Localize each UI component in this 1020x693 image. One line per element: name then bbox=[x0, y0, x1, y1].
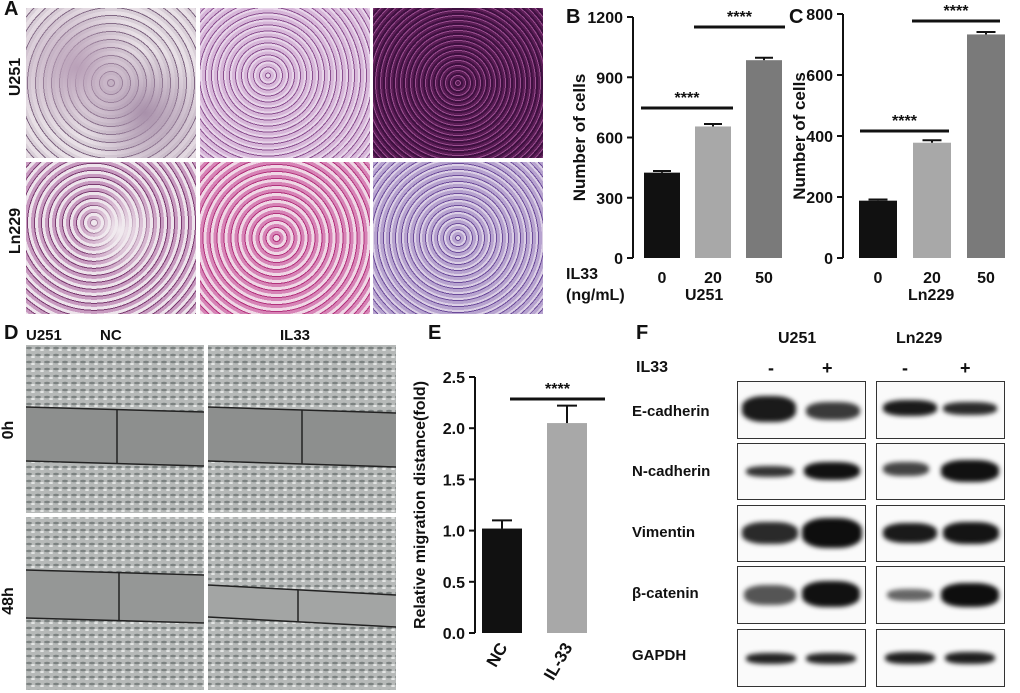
x-tick-label: 0 bbox=[658, 270, 667, 287]
western-cell-line-u251: U251 bbox=[778, 330, 817, 347]
x-tick-label: 0 bbox=[874, 270, 883, 287]
y-tick-label: 0.0 bbox=[443, 626, 465, 643]
protein-label-vimentin: Vimentin bbox=[632, 524, 696, 541]
blot-u251-beta-catenin bbox=[737, 566, 866, 624]
x-tick-label: 50 bbox=[755, 270, 773, 287]
y-tick-label: 1.0 bbox=[443, 524, 465, 541]
blot-ln229-beta-catenin bbox=[876, 566, 1005, 624]
y-axis-label: Number of cells bbox=[570, 74, 589, 202]
blot-ln229-e-cadherin bbox=[876, 381, 1005, 439]
micrograph-ln229-0 bbox=[26, 162, 196, 314]
cell-line-label-b: U251 bbox=[685, 287, 724, 304]
panel-b-label: B bbox=[566, 6, 581, 28]
blot-ln229-vimentin bbox=[876, 505, 1005, 562]
panel-c-label: C bbox=[789, 6, 804, 28]
scratch-nc-0h bbox=[26, 345, 205, 513]
blot-ln229-gapdh bbox=[876, 629, 1005, 687]
y-tick-label: 600 bbox=[596, 131, 623, 148]
col-label-il33: IL33 bbox=[280, 327, 311, 344]
sign-u251-minus: - bbox=[768, 358, 774, 378]
micrograph-ln229-20 bbox=[200, 162, 370, 314]
blot-u251-vimentin bbox=[737, 505, 866, 562]
y-tick-label: 0 bbox=[824, 251, 833, 268]
protein-label-n-cadherin: N-cadherin bbox=[632, 463, 711, 480]
bar-20 bbox=[695, 126, 731, 259]
row-label-48h: 48h bbox=[0, 587, 17, 615]
y-tick-label: 0.5 bbox=[443, 575, 465, 592]
row-label-ln229: Ln229 bbox=[7, 207, 24, 255]
chart-b: 0 300 600 900 1200 Number of cells 0 20 50 **** **… bbox=[570, 9, 785, 287]
western-treatment-label: IL33 bbox=[636, 359, 669, 376]
protein-label-beta-catenin: β-catenin bbox=[632, 585, 699, 602]
x-tick-label: 20 bbox=[704, 270, 722, 287]
chart-e: 0.0 0.5 1.0 1.5 2.0 2.5 Relative migration dis… bbox=[412, 370, 605, 684]
micrograph-u251-50 bbox=[373, 8, 543, 158]
y-tick-label: 800 bbox=[806, 7, 833, 24]
y-tick-label: 300 bbox=[596, 191, 623, 208]
significance-stars: **** bbox=[675, 90, 701, 107]
y-tick-label: 1.5 bbox=[443, 472, 465, 489]
bar-0 bbox=[859, 200, 897, 258]
col-label-nc: NC bbox=[100, 327, 122, 344]
blot-u251-n-cadherin bbox=[737, 443, 866, 500]
y-tick-label: 1200 bbox=[587, 10, 623, 27]
x-tick-label: IL-33 bbox=[540, 640, 576, 684]
panel-d-label: D bbox=[4, 322, 19, 344]
significance-stars: **** bbox=[727, 9, 753, 26]
bar-50 bbox=[967, 34, 1005, 259]
protein-label-e-cadherin: E-cadherin bbox=[632, 403, 710, 420]
sign-u251-plus: + bbox=[822, 358, 833, 378]
protein-label-gapdh: GAPDH bbox=[632, 647, 687, 664]
row-label-0h: 0h bbox=[0, 420, 17, 440]
micrograph-ln229-50 bbox=[373, 162, 543, 314]
bar-NC bbox=[482, 528, 522, 633]
scratch-assay-images bbox=[26, 345, 396, 690]
bar-50 bbox=[746, 60, 782, 258]
scratch-nc-48h bbox=[26, 517, 205, 690]
panel-d-cell-line: U251 bbox=[26, 327, 62, 344]
y-tick-label: 400 bbox=[806, 129, 833, 146]
chart-c: 0 200 400 600 800 Number of cells 0 20 50 **** ***… bbox=[790, 3, 1005, 287]
western-cell-line-ln229: Ln229 bbox=[896, 330, 943, 347]
x-tick-label: NC bbox=[483, 640, 512, 671]
panel-e-label: E bbox=[428, 322, 442, 344]
y-tick-label: 2.0 bbox=[443, 421, 465, 438]
y-tick-label: 200 bbox=[806, 190, 833, 207]
cell-line-label-c: Ln229 bbox=[908, 287, 955, 304]
y-tick-label: 2.5 bbox=[443, 370, 465, 387]
significance-stars: **** bbox=[545, 381, 571, 398]
panel-a-label: A bbox=[4, 0, 19, 20]
blot-ln229-n-cadherin bbox=[876, 443, 1005, 500]
x-tick-label: 50 bbox=[977, 270, 995, 287]
row-label-u251: U251 bbox=[7, 57, 24, 97]
micrograph-u251-20 bbox=[200, 8, 370, 158]
x-tick-label: 20 bbox=[923, 270, 941, 287]
y-tick-label: 0 bbox=[614, 251, 623, 268]
bar-0 bbox=[644, 172, 680, 258]
treatment-label-b: IL33 bbox=[566, 266, 599, 283]
scratch-il33-48h bbox=[207, 517, 396, 690]
blot-u251-e-cadherin bbox=[737, 381, 866, 439]
bar-20 bbox=[913, 142, 951, 258]
y-axis-label: Relative migration distance(fold) bbox=[412, 381, 429, 629]
y-tick-label: 900 bbox=[596, 70, 623, 87]
panel-f-label: F bbox=[636, 322, 649, 344]
y-axis-label: Number of cells bbox=[790, 72, 809, 200]
micrograph-u251-0 bbox=[26, 8, 196, 158]
y-tick-label: 600 bbox=[806, 68, 833, 85]
scratch-il33-0h bbox=[207, 345, 396, 513]
unit-label-b: (ng/mL) bbox=[566, 287, 625, 304]
significance-stars: **** bbox=[892, 113, 918, 130]
blot-u251-gapdh bbox=[737, 629, 866, 687]
bar-IL-33 bbox=[547, 423, 587, 633]
sign-ln229-plus: + bbox=[960, 358, 971, 378]
significance-stars: **** bbox=[944, 3, 970, 20]
sign-ln229-minus: - bbox=[902, 358, 908, 378]
